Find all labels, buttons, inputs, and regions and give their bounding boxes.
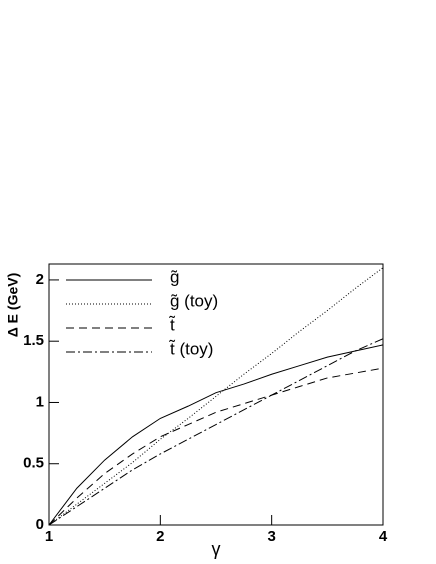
x-tick-label: 1: [45, 528, 53, 545]
y-tick-label: 1: [36, 393, 44, 410]
legend-label: g̃: [170, 267, 179, 286]
plot-frame: [48, 263, 384, 526]
series-line: [48, 338, 384, 526]
legend-label: t̃: [168, 315, 175, 334]
y-tick-label: 0.5: [23, 455, 44, 472]
series-line: [48, 344, 384, 526]
legend-label: g̃ (toy): [170, 291, 218, 310]
y-tick-label: 1.5: [23, 332, 44, 349]
x-axis-label: γ: [212, 539, 221, 559]
series-line: [48, 367, 384, 526]
y-tick-label: 0: [36, 516, 44, 533]
y-axis-label: Δ E (GeV): [5, 273, 21, 338]
legend-label: t̃ (toy): [168, 339, 213, 358]
y-tick-label: 2: [36, 271, 44, 288]
x-tick-label: 2: [156, 528, 164, 545]
x-tick-label: 4: [379, 528, 388, 545]
series-line: [48, 267, 384, 526]
x-tick-label: 3: [267, 528, 275, 545]
